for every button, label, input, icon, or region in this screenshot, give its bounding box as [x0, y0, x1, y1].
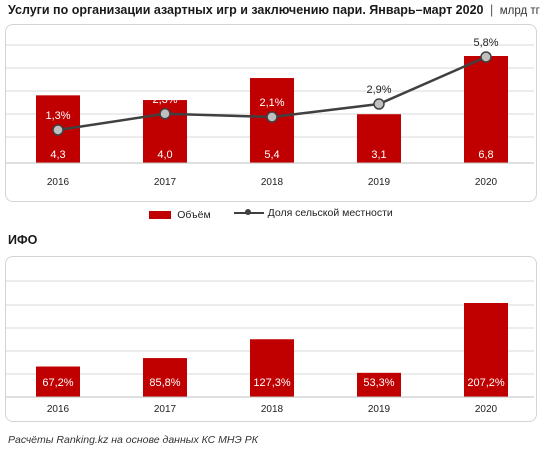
share-value-label-2017: 2,3% — [152, 94, 177, 106]
ifo-bar-2020 — [464, 303, 508, 397]
ifo-bar-value-label-2018: 127,3% — [253, 377, 291, 389]
share-value-label-2016: 1,3% — [45, 110, 70, 122]
source-note: Расчёты Ranking.kz на основе данных КС М… — [8, 434, 258, 446]
ifo-bar-2019 — [357, 372, 401, 397]
ifo-x-tick-label-2016: 2016 — [47, 404, 70, 415]
bar-value-label-2019: 3,1 — [371, 149, 386, 161]
title-separator: | — [489, 3, 494, 17]
legend-bar-swatch — [149, 211, 172, 219]
bar-value-label-2020: 6,8 — [478, 149, 493, 161]
title-unit: млрд тг — [499, 5, 540, 17]
share-value-label-2018: 2,1% — [259, 97, 284, 109]
x-tick-label-2016: 2016 — [47, 177, 70, 188]
ifo-bar-2018 — [250, 339, 294, 397]
bar-value-label-2018: 5,4 — [264, 149, 279, 161]
legend-item-line: Доля сельской местности — [233, 207, 393, 219]
section-title-ifo: ИФО — [8, 233, 38, 247]
share-point-2018 — [266, 111, 278, 123]
ifo-x-tick-label-2020: 2020 — [475, 404, 498, 415]
ifo-bar-value-label-2017: 85,8% — [149, 377, 180, 389]
x-tick-label-2017: 2017 — [154, 177, 177, 188]
legend-line-swatch — [233, 207, 264, 219]
x-tick-label-2020: 2020 — [475, 177, 498, 188]
ifo-bar-value-label-2016: 67,2% — [42, 377, 73, 389]
legend-bar-label: Объём — [177, 209, 211, 221]
share-point-2016 — [52, 124, 64, 136]
legend: Объём Доля сельской местности — [0, 207, 542, 222]
bar-2019 — [357, 114, 401, 163]
ifo-bar-2016 — [36, 366, 80, 397]
x-tick-label-2018: 2018 — [261, 177, 284, 188]
ifo-x-tick-label-2018: 2018 — [261, 404, 284, 415]
bar-2020 — [464, 56, 508, 163]
chart-title: Услуги по организации азартных игр и зак… — [8, 3, 540, 17]
share-point-2017 — [159, 108, 171, 120]
share-point-2019 — [373, 98, 385, 110]
bar-value-label-2016: 4,3 — [50, 149, 65, 161]
bar-value-label-2017: 4,0 — [157, 149, 172, 161]
share-value-label-2019: 2,9% — [366, 84, 391, 96]
ifo-x-tick-label-2019: 2019 — [368, 404, 391, 415]
ifo-bar-2017 — [143, 358, 187, 397]
ifo-bar-value-label-2019: 53,3% — [363, 377, 394, 389]
x-tick-label-2019: 2019 — [368, 177, 391, 188]
ifo-bar-value-label-2020: 207,2% — [467, 377, 505, 389]
ifo-x-tick-label-2017: 2017 — [154, 404, 177, 415]
share-point-2020 — [480, 51, 492, 63]
legend-line-label: Доля сельской местности — [267, 207, 393, 219]
title-text: Услуги по организации азартных игр и зак… — [8, 3, 484, 17]
legend-item-bar: Объём — [149, 209, 211, 221]
share-value-label-2020: 5,8% — [473, 37, 498, 49]
